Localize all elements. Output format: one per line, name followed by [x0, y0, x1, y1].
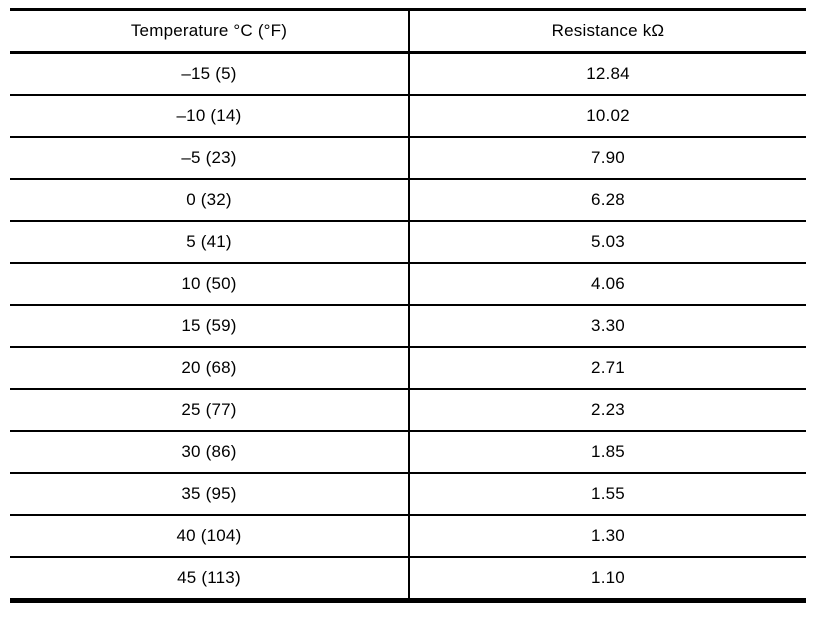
table-row: 20 (68) 2.71 — [10, 347, 806, 390]
resistance-cell: 1.30 — [409, 515, 806, 558]
header-row: Temperature °C (°F) Resistance kΩ — [10, 9, 806, 54]
table-row: 15 (59) 3.30 — [10, 305, 806, 348]
resistance-cell: 6.28 — [409, 179, 806, 222]
temperature-cell: 45 (113) — [10, 557, 410, 602]
temperature-cell: 20 (68) — [10, 347, 410, 390]
resistance-cell: 2.71 — [409, 347, 806, 390]
temperature-resistance-table-container: Temperature °C (°F) Resistance kΩ –15 (5… — [10, 8, 806, 603]
temperature-cell: 10 (50) — [10, 263, 410, 306]
temperature-resistance-table: Temperature °C (°F) Resistance kΩ –15 (5… — [10, 8, 806, 603]
resistance-cell: 3.30 — [409, 305, 806, 348]
table-row: 25 (77) 2.23 — [10, 389, 806, 432]
table-row: –10 (14) 10.02 — [10, 95, 806, 138]
table-row: 5 (41) 5.03 — [10, 221, 806, 264]
temperature-cell: 5 (41) — [10, 221, 410, 264]
temperature-cell: 30 (86) — [10, 431, 410, 474]
table-row: 0 (32) 6.28 — [10, 179, 806, 222]
table-row: –15 (5) 12.84 — [10, 52, 806, 96]
temperature-cell: 35 (95) — [10, 473, 410, 516]
resistance-cell: 7.90 — [409, 137, 806, 180]
temperature-cell: –10 (14) — [10, 95, 410, 138]
temperature-cell: –15 (5) — [10, 52, 410, 96]
table-row: –5 (23) 7.90 — [10, 137, 806, 180]
temperature-cell: 0 (32) — [10, 179, 410, 222]
resistance-cell: 12.84 — [409, 52, 806, 96]
resistance-cell: 2.23 — [409, 389, 806, 432]
resistance-cell: 1.85 — [409, 431, 806, 474]
table-row: 30 (86) 1.85 — [10, 431, 806, 474]
temperature-cell: 40 (104) — [10, 515, 410, 558]
resistance-cell: 10.02 — [409, 95, 806, 138]
table-body: –15 (5) 12.84 –10 (14) 10.02 –5 (23) 7.90 0 (3… — [10, 52, 806, 602]
table-row: 40 (104) 1.30 — [10, 515, 806, 558]
table-row: 10 (50) 4.06 — [10, 263, 806, 306]
resistance-cell: 1.10 — [409, 557, 806, 602]
table-row: 45 (113) 1.10 — [10, 557, 806, 602]
temperature-cell: 25 (77) — [10, 389, 410, 432]
table-row: 35 (95) 1.55 — [10, 473, 806, 516]
resistance-cell: 4.06 — [409, 263, 806, 306]
resistance-cell: 1.55 — [409, 473, 806, 516]
temperature-cell: –5 (23) — [10, 137, 410, 180]
resistance-cell: 5.03 — [409, 221, 806, 264]
resistance-column-header: Resistance kΩ — [409, 9, 806, 54]
temperature-column-header: Temperature °C (°F) — [10, 9, 410, 54]
temperature-cell: 15 (59) — [10, 305, 410, 348]
